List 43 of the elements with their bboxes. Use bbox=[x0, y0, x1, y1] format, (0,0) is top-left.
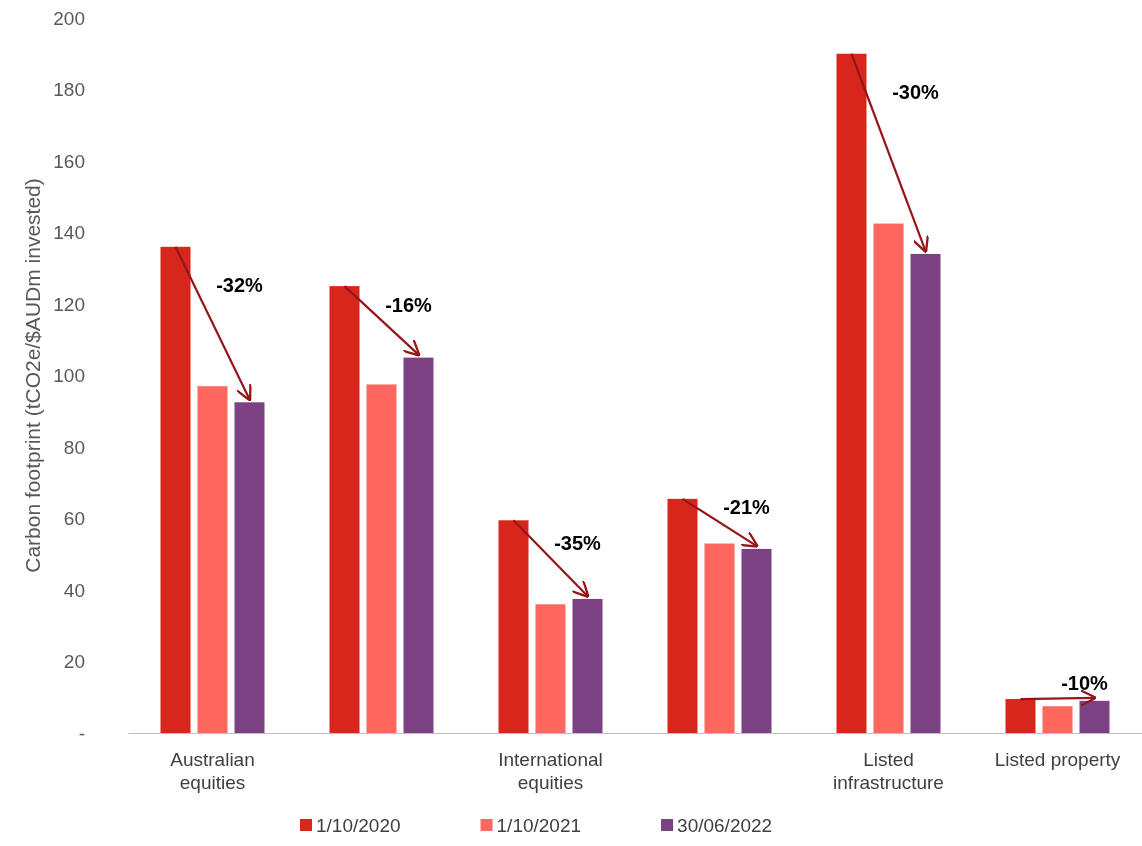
y-tick-label: 60 bbox=[63, 508, 85, 530]
bar bbox=[1005, 699, 1036, 733]
legend-label: 1/10/2021 bbox=[496, 815, 582, 836]
annotation: -16% bbox=[385, 293, 433, 316]
bar bbox=[873, 223, 904, 733]
bar bbox=[1079, 700, 1110, 733]
y-axis-title: Carbon footprint (tCO2e/$AUDm invested) bbox=[21, 178, 44, 573]
x-tick-label: International equities bbox=[498, 749, 603, 793]
bar bbox=[535, 604, 566, 733]
y-tick-label: 200 bbox=[53, 7, 85, 29]
bar bbox=[910, 253, 941, 733]
y-tick-label: 140 bbox=[53, 222, 85, 244]
y-tick-label: 20 bbox=[63, 651, 85, 673]
annotation: -30% bbox=[892, 80, 940, 103]
bar bbox=[667, 498, 698, 733]
legend-label: 30/06/2022 bbox=[677, 815, 773, 836]
y-tick-label: - bbox=[78, 722, 85, 744]
annotation: -35% bbox=[554, 531, 602, 554]
y-tick-label: 120 bbox=[53, 293, 85, 315]
x-tick-label: Listed property bbox=[994, 749, 1121, 770]
legend-label: 1/10/2020 bbox=[316, 815, 401, 836]
bar bbox=[234, 402, 265, 733]
bar bbox=[1042, 706, 1073, 733]
bar bbox=[704, 543, 735, 733]
y-tick-label: 180 bbox=[53, 79, 85, 101]
x-tick-label: Listed infrastructure bbox=[833, 749, 944, 793]
y-tick-label: 80 bbox=[63, 436, 85, 458]
bar bbox=[366, 384, 397, 733]
bar bbox=[329, 286, 360, 733]
y-tick-label: 160 bbox=[53, 150, 85, 172]
bar bbox=[572, 598, 603, 733]
bar bbox=[498, 520, 529, 733]
bar bbox=[160, 246, 191, 733]
bar bbox=[836, 53, 867, 733]
y-tick-label: 100 bbox=[53, 365, 85, 387]
y-tick-label: 40 bbox=[63, 579, 85, 601]
x-tick-label: Australian equities bbox=[170, 749, 255, 793]
bar bbox=[197, 386, 228, 733]
annotation: -21% bbox=[723, 495, 771, 518]
bar bbox=[403, 357, 434, 733]
annotation: -32% bbox=[216, 273, 264, 296]
annotation: -10% bbox=[1061, 671, 1109, 694]
bar bbox=[741, 548, 772, 733]
